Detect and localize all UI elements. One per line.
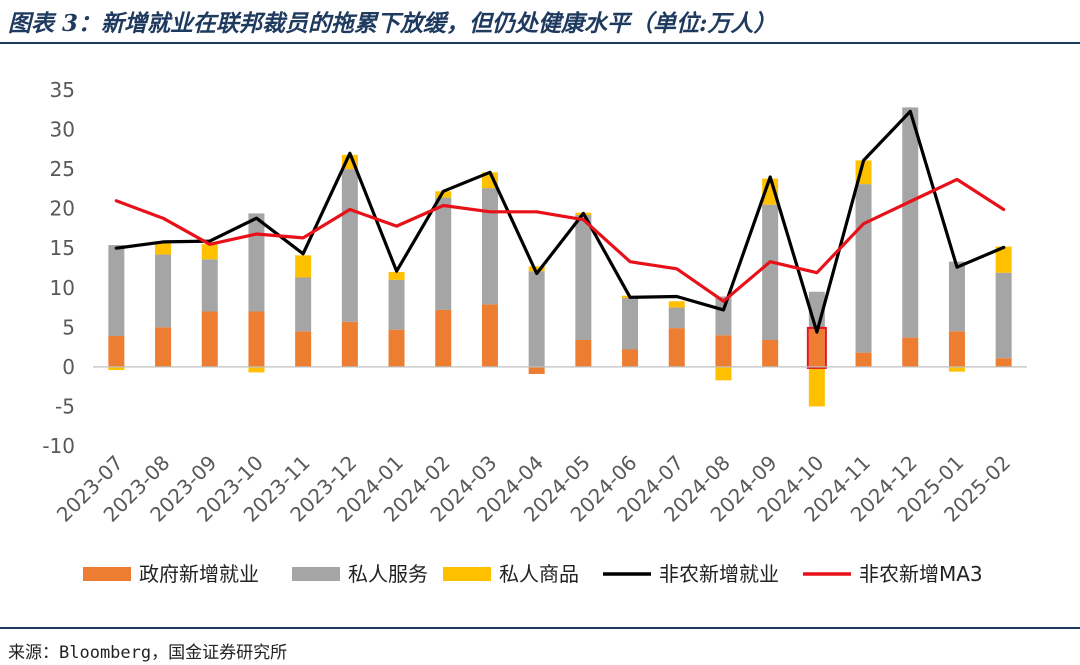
series-line — [114, 177, 1006, 303]
y-tick-label: 5 — [62, 315, 75, 339]
bar-segment — [995, 246, 1012, 273]
bar-segment — [762, 339, 779, 367]
bar-segment — [622, 298, 639, 350]
bar-segment — [575, 339, 592, 367]
bar-segment — [715, 335, 732, 367]
bar-segment — [155, 327, 172, 367]
bar-segment — [668, 328, 685, 367]
legend-swatch — [292, 567, 340, 581]
legend-label: 私人商品 — [499, 562, 579, 586]
bar-segment — [248, 311, 265, 367]
y-tick-label: 25 — [50, 157, 75, 181]
y-tick-label: 0 — [62, 355, 75, 379]
bar-segment — [808, 366, 825, 407]
chart: -10-5051015202530352023-072023-082023-09… — [42, 78, 1027, 586]
bar-segment — [388, 279, 405, 330]
y-tick-label: 20 — [50, 197, 75, 221]
legend-label: 私人服务 — [348, 562, 428, 586]
bar-segment — [948, 261, 965, 332]
legend-swatch — [443, 567, 491, 581]
bar-segment — [155, 254, 172, 328]
y-tick-label: 10 — [50, 276, 75, 300]
bar-segment — [295, 255, 312, 278]
bar-segment — [995, 272, 1012, 359]
source-note: 来源：Bloomberg，国金证券研究所 — [8, 643, 288, 663]
bar-segment — [435, 197, 452, 310]
bar-segment — [902, 337, 919, 367]
bar-segment — [435, 309, 452, 367]
y-tick-label: 15 — [50, 236, 75, 260]
legend: 政府新增就业 私人服务 私人商品 非农新增就业 非农新增MA3 — [83, 562, 983, 586]
bar-segment — [575, 214, 592, 340]
bar-segment — [155, 243, 172, 255]
top-divider — [0, 42, 1080, 44]
bar-segment — [715, 366, 732, 381]
bar-segment — [388, 329, 405, 367]
bar-segment — [762, 204, 779, 340]
bar-segment — [248, 366, 265, 373]
bar-segment — [855, 352, 872, 367]
bar-segment — [248, 213, 265, 312]
bar-segment — [528, 266, 545, 272]
y-tick-label: 30 — [50, 118, 75, 142]
legend-label: 非农新增就业 — [659, 562, 779, 586]
bar-segment — [948, 366, 965, 372]
bar-segment — [295, 331, 312, 367]
series-line — [114, 109, 1006, 334]
bar-segment — [108, 336, 125, 367]
bar-segment — [902, 107, 919, 338]
y-tick-label: 35 — [50, 78, 75, 102]
bar-segment — [622, 349, 639, 367]
bar-segment — [528, 271, 545, 367]
bar-segment — [715, 296, 732, 336]
chart-title: 图表 3：新增就业在联邦裁员的拖累下放缓，但仍处健康水平（单位:万人） — [8, 10, 777, 37]
legend-label: 非农新增MA3 — [859, 562, 983, 586]
bar-segment — [341, 169, 358, 322]
bar-segment — [948, 331, 965, 367]
bar-segment — [855, 184, 872, 353]
bottom-divider — [0, 627, 1080, 629]
plot-area: -10-5051015202530352023-072023-082023-09… — [42, 78, 1027, 527]
bar-segment — [108, 245, 125, 337]
bar-segment — [388, 271, 405, 280]
bar-segment — [668, 301, 685, 308]
bar-segment — [995, 358, 1012, 367]
bar-segment — [808, 328, 825, 367]
bar-segment — [341, 321, 358, 367]
y-tick-label: -5 — [55, 394, 75, 418]
bar-segment — [201, 259, 218, 312]
bar-segment — [295, 277, 312, 332]
legend-label: 政府新增就业 — [139, 562, 259, 586]
bar-segment — [201, 244, 218, 260]
bar-segment — [108, 366, 125, 371]
bar-segment — [481, 304, 498, 367]
bar-segment — [528, 366, 545, 375]
y-tick-label: -10 — [42, 434, 75, 458]
bar-segment — [481, 188, 498, 305]
title-bar: 图表 3：新增就业在联邦裁员的拖累下放缓，但仍处健康水平（单位:万人） — [0, 0, 1080, 44]
bar-segment — [201, 311, 218, 367]
legend-swatch — [83, 567, 131, 581]
bar-segment — [668, 307, 685, 329]
